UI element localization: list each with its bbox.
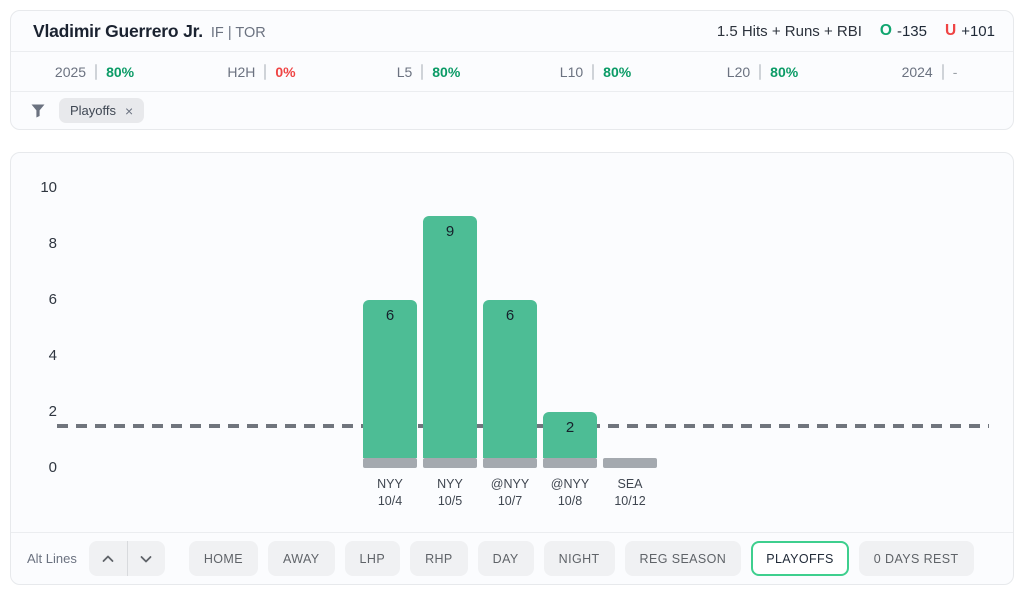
opponent-label: @NYY xyxy=(550,477,590,491)
stat-value: - xyxy=(952,63,958,80)
split-filter-buttons: HOME AWAY LHP RHP DAY NIGHT REG SEASON PLAYOFFS… xyxy=(188,541,974,577)
stat-label: 2024 xyxy=(901,63,933,80)
bar-at-NYY-10-7[interactable]: 6 xyxy=(483,300,537,458)
stat-separator xyxy=(941,63,944,80)
date-label: 10/8 xyxy=(557,494,583,508)
chevron-down-icon xyxy=(140,550,152,568)
player-header: Vladimir Guerrero Jr. IF | TOR 1.5 Hits … xyxy=(11,11,1013,51)
bar-NYY-10-4[interactable]: 6 xyxy=(363,300,417,458)
divider xyxy=(11,91,1013,92)
game-log-chart-card: 10 8 6 4 2 0 6 NYY 10/4 9 NYY 10/5 6 @NYY 10/7 2 @NYY 10/… xyxy=(10,152,1014,585)
stat-separator xyxy=(421,63,424,80)
prop-odds: 1.5 Hits + Runs + RBI O -135 U +101 xyxy=(717,22,995,40)
stat-label: 2025 xyxy=(54,63,87,80)
date-label: 10/5 xyxy=(437,494,463,508)
stat-separator xyxy=(95,63,98,80)
x-axis-game-label: NYY 10/4 xyxy=(350,476,430,510)
filter-funnel-icon xyxy=(31,104,45,118)
stat-label: H2H xyxy=(227,63,256,80)
filter-button-playoffs[interactable]: PLAYOFFS xyxy=(751,541,849,577)
bar-value-label: 2 xyxy=(565,419,575,436)
divider xyxy=(11,51,1013,52)
stat-label: L20 xyxy=(726,63,751,80)
over-icon: O xyxy=(879,22,892,39)
filter-button-reg-season[interactable]: REG SEASON xyxy=(624,541,742,577)
bar-value-label: 6 xyxy=(385,307,395,324)
bar-base-segment xyxy=(423,458,477,468)
date-label: 10/12 xyxy=(614,494,646,508)
stat-cell-2025: 2025 80% xyxy=(11,52,178,91)
y-axis-tick-label: 4 xyxy=(48,347,57,364)
stat-cell-h2h: H2H 0% xyxy=(178,52,345,91)
line-down-button[interactable] xyxy=(126,541,165,577)
player-prop-card: Vladimir Guerrero Jr. IF | TOR 1.5 Hits … xyxy=(10,10,1014,130)
alt-lines-label: Alt Lines xyxy=(27,551,77,567)
date-label: 10/7 xyxy=(497,494,523,508)
filter-button-rhp[interactable]: RHP xyxy=(410,541,468,577)
stat-separator xyxy=(759,63,762,80)
bar-base-segment xyxy=(543,458,597,468)
player-position-team: IF | TOR xyxy=(210,24,266,41)
filter-button-0-days-rest[interactable]: 0 DAYS REST xyxy=(858,541,974,577)
bar-at-NYY-10-8[interactable]: 2 xyxy=(543,412,597,458)
filter-chip-playoffs[interactable]: Playoffs × xyxy=(59,98,145,123)
stat-value: 80% xyxy=(432,63,461,80)
bar-base-segment xyxy=(483,458,537,468)
y-axis-tick-label: 0 xyxy=(48,459,57,476)
chart-filter-toolbar: Alt Lines HOME AWAY LHP RHP DAY NIGHT REG SEAS… xyxy=(11,532,1013,584)
filter-chip-label: Playoffs xyxy=(70,103,117,118)
stat-value: 80% xyxy=(770,63,799,80)
player-info: Vladimir Guerrero Jr. IF | TOR xyxy=(33,21,266,42)
stat-cell-l5: L5 80% xyxy=(345,52,512,91)
x-axis-game-label: NYY 10/5 xyxy=(410,476,490,510)
stat-cell-l10: L10 80% xyxy=(512,52,679,91)
under-odds-value: +101 xyxy=(961,22,995,40)
stat-label: L10 xyxy=(559,63,584,80)
opponent-label: SEA xyxy=(617,477,643,491)
stat-cell-2024: 2024 - xyxy=(846,52,1013,91)
bar-base-segment xyxy=(363,458,417,468)
alt-lines-stepper xyxy=(88,541,165,577)
active-filters-row: Playoffs × xyxy=(11,92,1013,129)
stat-separator xyxy=(592,63,595,80)
stat-label: L5 xyxy=(396,63,413,80)
chip-close-icon[interactable]: × xyxy=(125,102,134,119)
date-label: 10/4 xyxy=(377,494,403,508)
under-odds: U +101 xyxy=(945,22,995,40)
filter-button-lhp[interactable]: LHP xyxy=(344,541,401,577)
filter-button-away[interactable]: AWAY xyxy=(267,541,335,577)
hit-rate-stats-row: 2025 80% H2H 0% L5 80% L10 80% L20 80% 2024 - xyxy=(11,52,1013,91)
stat-separator xyxy=(264,63,267,80)
x-axis-game-label: SEA 10/12 xyxy=(590,476,670,510)
filter-button-day[interactable]: DAY xyxy=(477,541,534,577)
filter-button-home[interactable]: HOME xyxy=(188,541,258,577)
stat-value: 80% xyxy=(106,63,135,80)
opponent-label: @NYY xyxy=(490,477,530,491)
bar-NYY-10-5[interactable]: 9 xyxy=(423,216,477,458)
bar-value-label: 6 xyxy=(505,307,515,324)
bar-value-label: 9 xyxy=(445,223,455,240)
over-odds-value: -135 xyxy=(896,22,927,40)
prop-line-label: 1.5 Hits + Runs + RBI xyxy=(716,22,862,40)
under-icon: U xyxy=(945,22,957,39)
over-odds: O -135 xyxy=(880,22,927,40)
y-axis-tick-label: 6 xyxy=(48,291,57,308)
bar-base-segment xyxy=(603,458,657,468)
line-up-button[interactable] xyxy=(89,541,127,576)
chevron-up-icon xyxy=(102,550,114,568)
player-name: Vladimir Guerrero Jr. xyxy=(33,20,203,41)
stat-value: 80% xyxy=(603,63,632,80)
x-axis-game-label: @NYY 10/8 xyxy=(530,476,610,510)
y-axis-tick-label: 10 xyxy=(40,179,57,196)
filter-button-night[interactable]: NIGHT xyxy=(543,541,615,577)
x-axis-game-label: @NYY 10/7 xyxy=(470,476,550,510)
y-axis-tick-label: 2 xyxy=(48,403,57,420)
opponent-label: NYY xyxy=(377,477,403,491)
opponent-label: NYY xyxy=(437,477,463,491)
stat-value: 0% xyxy=(275,63,296,80)
y-axis-tick-label: 8 xyxy=(48,235,57,252)
stat-cell-l20: L20 80% xyxy=(679,52,846,91)
bar-chart: 10 8 6 4 2 0 6 NYY 10/4 9 NYY 10/5 6 @NYY 10/7 2 @NYY 10/… xyxy=(11,153,1013,532)
